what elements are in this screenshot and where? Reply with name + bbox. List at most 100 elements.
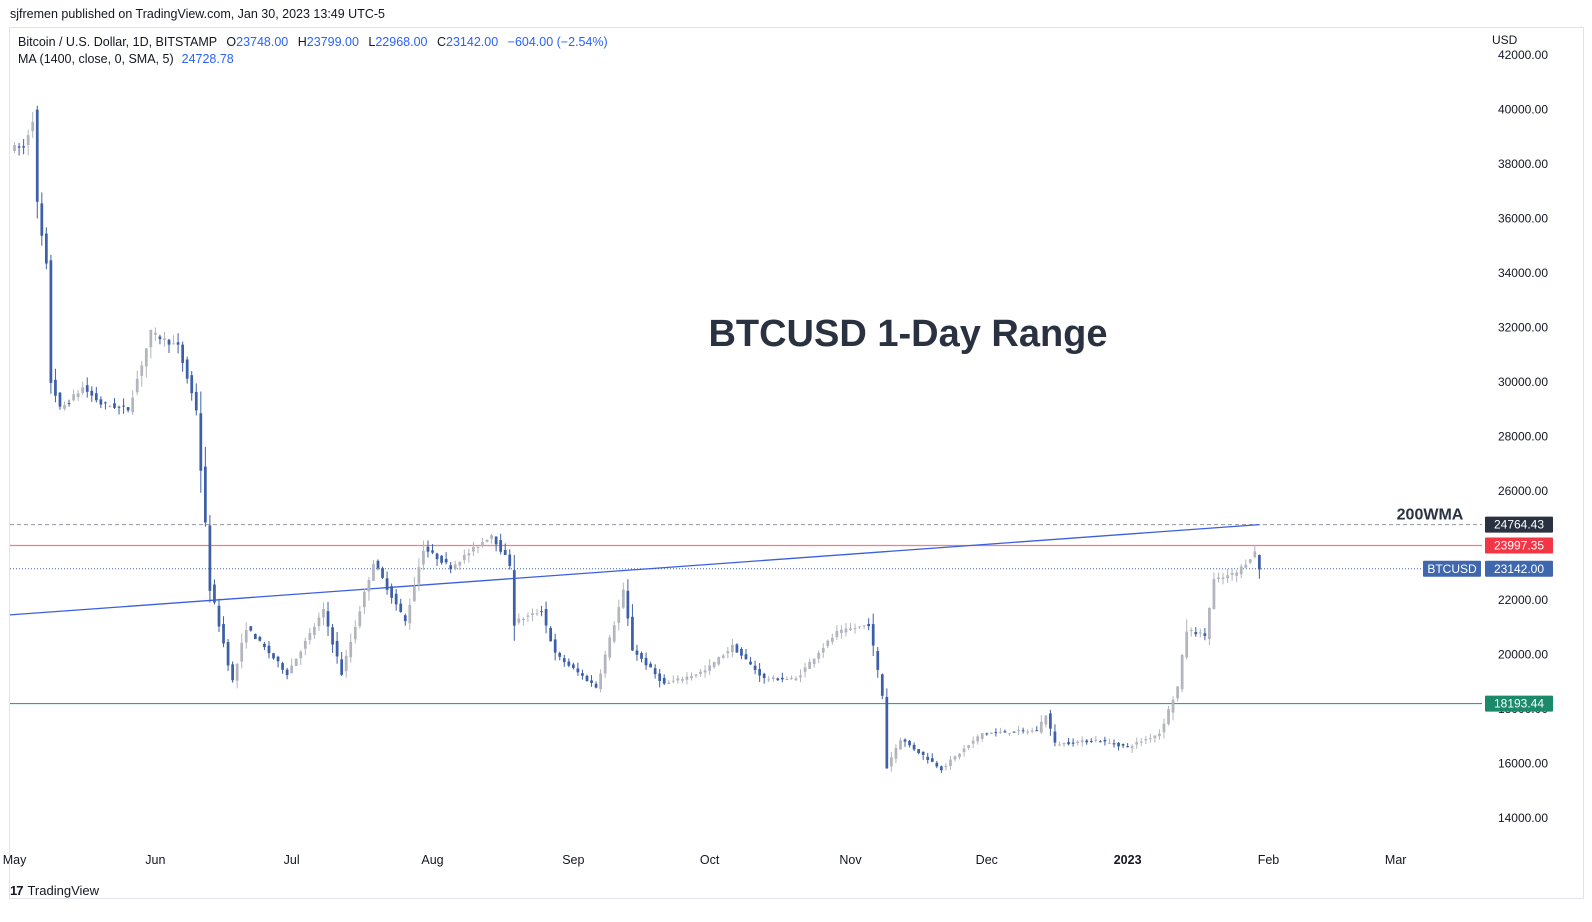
candle-body[interactable] <box>399 603 403 613</box>
candle-body[interactable] <box>149 329 153 348</box>
candle-body[interactable] <box>1044 715 1048 725</box>
candle-body[interactable] <box>1121 744 1125 746</box>
candle-body[interactable] <box>567 661 571 666</box>
candle-body[interactable] <box>353 626 357 640</box>
footer-branding[interactable]: 17 TradingView <box>10 883 99 898</box>
candle-body[interactable] <box>172 343 175 345</box>
candle-body[interactable] <box>1030 730 1034 732</box>
candle-body[interactable] <box>344 655 348 672</box>
candle-body[interactable] <box>512 570 516 626</box>
candle-body[interactable] <box>1144 739 1148 741</box>
candle-body[interactable] <box>1080 740 1084 743</box>
candle-body[interactable] <box>258 636 262 641</box>
candle-body[interactable] <box>708 665 712 671</box>
candle-body[interactable] <box>1217 577 1220 580</box>
candle-body[interactable] <box>699 671 702 674</box>
candle-body[interactable] <box>13 145 16 151</box>
candle-body[interactable] <box>949 759 952 767</box>
candle-body[interactable] <box>390 586 393 598</box>
candle-body[interactable] <box>408 605 412 624</box>
candle-body[interactable] <box>1003 731 1007 733</box>
candle-body[interactable] <box>199 413 203 471</box>
candle-body[interactable] <box>1198 632 1202 634</box>
candle-body[interactable] <box>821 647 825 653</box>
candle-body[interactable] <box>503 550 507 555</box>
candle-body[interactable] <box>999 731 1002 733</box>
symbol-description[interactable]: Bitcoin / U.S. Dollar, 1D, BITSTAMP <box>18 35 217 49</box>
candle-body[interactable] <box>181 344 185 363</box>
candle-body[interactable] <box>203 466 207 523</box>
candle-body[interactable] <box>667 682 671 684</box>
candle-body[interactable] <box>694 674 698 676</box>
candle-body[interactable] <box>1103 739 1107 742</box>
candle-body[interactable] <box>231 664 234 681</box>
candle-body[interactable] <box>131 397 135 413</box>
candle-body[interactable] <box>890 757 893 767</box>
candle-body[interactable] <box>967 745 970 748</box>
candle-body[interactable] <box>335 640 339 657</box>
candle-body[interactable] <box>1162 723 1166 733</box>
candle-body[interactable] <box>935 762 939 767</box>
candle-body[interactable] <box>449 565 453 570</box>
candle-body[interactable] <box>803 667 807 672</box>
candle-body[interactable] <box>31 121 35 132</box>
candle-body[interactable] <box>1176 686 1179 699</box>
candle-body[interactable] <box>72 394 75 401</box>
candle-body[interactable] <box>403 615 407 622</box>
candle-body[interactable] <box>226 641 230 666</box>
candle-body[interactable] <box>649 663 652 668</box>
candle-body[interactable] <box>235 663 239 681</box>
candle-body[interactable] <box>35 109 39 202</box>
candle-body[interactable] <box>499 540 503 552</box>
candle-body[interactable] <box>917 749 921 754</box>
candle-body[interactable] <box>617 607 621 623</box>
candle-body[interactable] <box>958 753 961 758</box>
candle-body[interactable] <box>113 403 116 408</box>
candle-body[interactable] <box>540 611 543 613</box>
candle-body[interactable] <box>712 662 716 667</box>
candle-body[interactable] <box>921 751 925 755</box>
candle-body[interactable] <box>440 555 443 563</box>
candle-body[interactable] <box>835 631 839 638</box>
candle-body[interactable] <box>1094 739 1098 741</box>
candle-body[interactable] <box>1230 573 1234 575</box>
candle-body[interactable] <box>249 626 253 631</box>
candle-body[interactable] <box>208 525 212 591</box>
candle-body[interactable] <box>154 332 157 335</box>
currency-label[interactable]: USD <box>1492 33 1518 47</box>
candle-body[interactable] <box>522 618 525 621</box>
candle-body[interactable] <box>108 406 112 408</box>
candle-body[interactable] <box>190 375 194 394</box>
candle-body[interactable] <box>1258 555 1261 570</box>
candle-body[interactable] <box>1158 733 1161 737</box>
candle-body[interactable] <box>1235 572 1239 576</box>
candle-body[interactable] <box>558 652 562 657</box>
candle-body[interactable] <box>494 536 498 545</box>
candle-body[interactable] <box>526 615 530 617</box>
candle-body[interactable] <box>744 654 748 660</box>
candle-body[interactable] <box>853 628 857 630</box>
candle-body[interactable] <box>758 669 761 676</box>
candle-body[interactable] <box>1062 742 1066 745</box>
candle-body[interactable] <box>799 675 802 678</box>
candle-body[interactable] <box>644 657 648 666</box>
candle-body[interactable] <box>576 668 580 673</box>
candle-body[interactable] <box>272 653 275 659</box>
candle-body[interactable] <box>263 643 266 647</box>
candle-body[interactable] <box>394 593 398 605</box>
candle-body[interactable] <box>363 591 366 608</box>
candle-body[interactable] <box>740 648 743 656</box>
candle-body[interactable] <box>1212 579 1216 610</box>
candle-body[interactable] <box>490 535 493 539</box>
candle-body[interactable] <box>322 608 325 618</box>
candle-body[interactable] <box>899 740 902 750</box>
candle-body[interactable] <box>117 406 121 408</box>
candle-body[interactable] <box>681 679 684 681</box>
candle-body[interactable] <box>276 656 280 662</box>
candle-body[interactable] <box>1067 742 1070 745</box>
candle-body[interactable] <box>771 677 775 679</box>
candle-body[interactable] <box>253 634 257 640</box>
candle-body[interactable] <box>594 683 598 688</box>
candle-body[interactable] <box>1226 575 1229 579</box>
